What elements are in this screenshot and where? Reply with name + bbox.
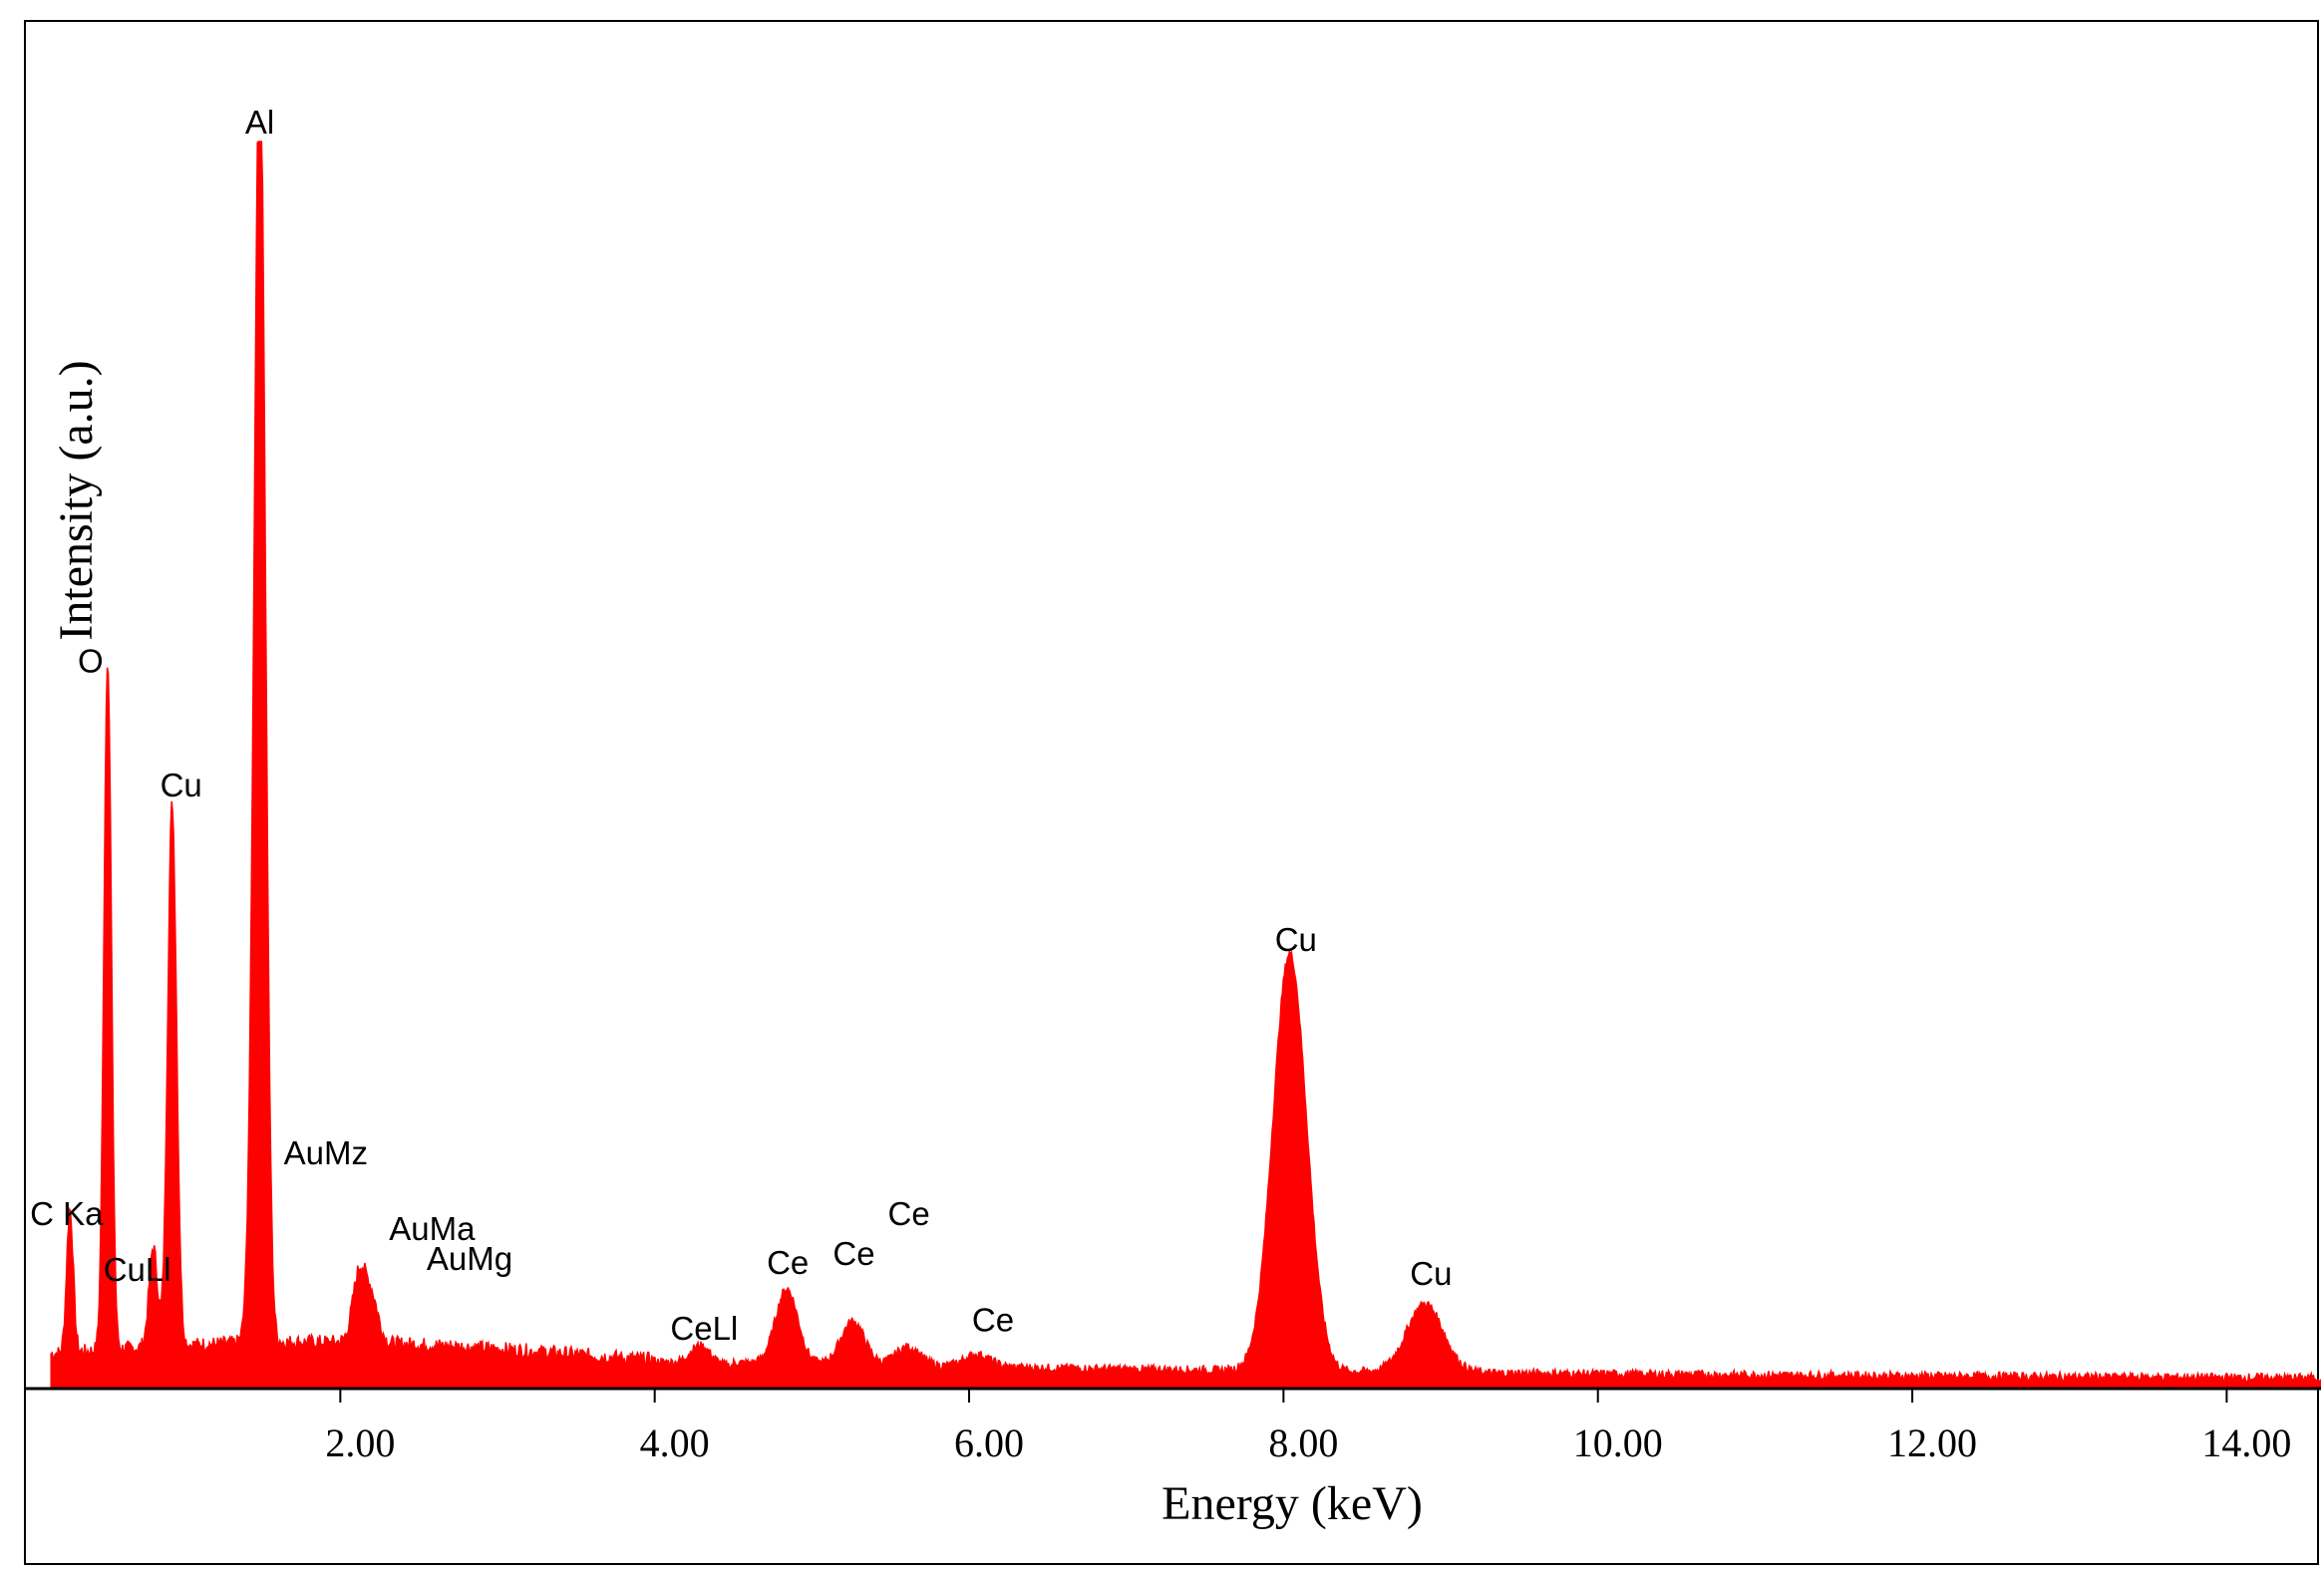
x-tick-label: 8.00 (1268, 1420, 1338, 1465)
x-tick-label: 14.00 (2201, 1420, 2291, 1465)
x-tick-label: 12.00 (1887, 1420, 1977, 1465)
peak-label: AuMg (427, 1240, 512, 1277)
chart-frame: 2.00 4.00 6.00 8.00 10.00 12.00 14.00 C Ka O CuL… (24, 20, 2321, 1565)
peak-label: C Ka (30, 1195, 104, 1232)
peak-label: Ce (767, 1244, 809, 1281)
peak-label: AuMz (284, 1134, 368, 1171)
peak-label: Cu (161, 767, 202, 803)
peak-label: Al (245, 104, 274, 141)
peak-label: CuLl (104, 1251, 171, 1288)
x-axis-title: Energy (keV) (1162, 1477, 1423, 1530)
peak-label: Ce (888, 1195, 930, 1232)
x-tick-label: 10.00 (1573, 1420, 1663, 1465)
peak-label: Cu (1410, 1255, 1452, 1292)
peak-label: Ce (832, 1235, 874, 1272)
peak-label: O (78, 643, 104, 680)
spectrum-layer (50, 141, 2321, 1390)
x-tick-label: 4.00 (640, 1420, 710, 1465)
x-ticks: 2.00 4.00 6.00 8.00 10.00 12.00 14.00 (325, 1389, 2291, 1465)
x-tick-label: 6.00 (954, 1420, 1024, 1465)
peak-label: AuMa (389, 1210, 476, 1247)
peak-label: Ce (972, 1302, 1014, 1339)
peak-label: CeLl (670, 1310, 738, 1347)
eds-spectrum-chart: 2.00 4.00 6.00 8.00 10.00 12.00 14.00 C Ka O CuL… (26, 104, 2321, 1530)
y-axis-title: Intensity (a.u.) (50, 360, 103, 640)
x-tick-label: 2.00 (325, 1420, 395, 1465)
spectrum-trace (50, 141, 2321, 1390)
peak-label: Cu (1275, 921, 1317, 958)
